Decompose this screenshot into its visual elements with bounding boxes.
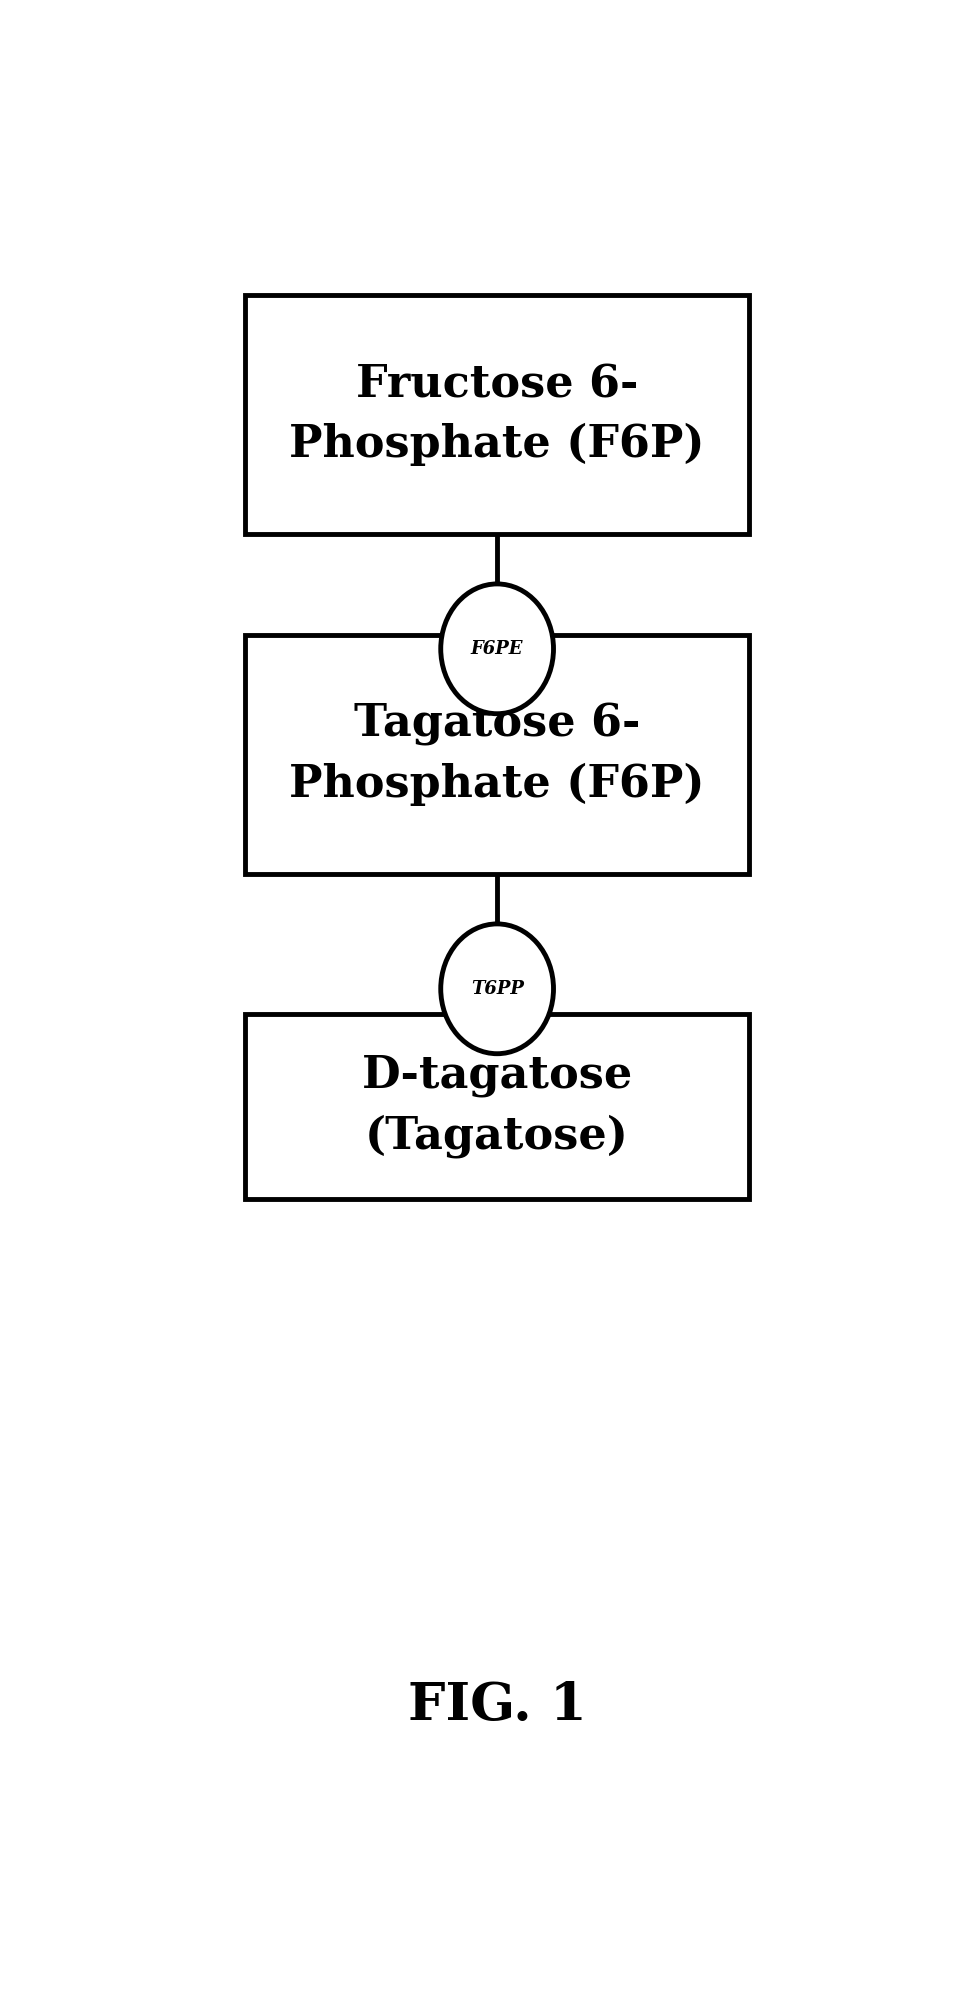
- Text: T6PP: T6PP: [470, 979, 523, 997]
- Ellipse shape: [440, 923, 553, 1054]
- Text: FIG. 1: FIG. 1: [407, 1680, 586, 1732]
- Text: D-tagatose
(Tagatose): D-tagatose (Tagatose): [361, 1054, 632, 1158]
- Text: F6PE: F6PE: [470, 640, 523, 658]
- Bar: [245, 634, 748, 875]
- Text: Fructose 6-
Phosphate (F6P): Fructose 6- Phosphate (F6P): [289, 363, 704, 466]
- Text: Tagatose 6-
Phosphate (F6P): Tagatose 6- Phosphate (F6P): [289, 702, 704, 807]
- Bar: [245, 295, 748, 534]
- Ellipse shape: [440, 584, 553, 714]
- Bar: [245, 1014, 748, 1198]
